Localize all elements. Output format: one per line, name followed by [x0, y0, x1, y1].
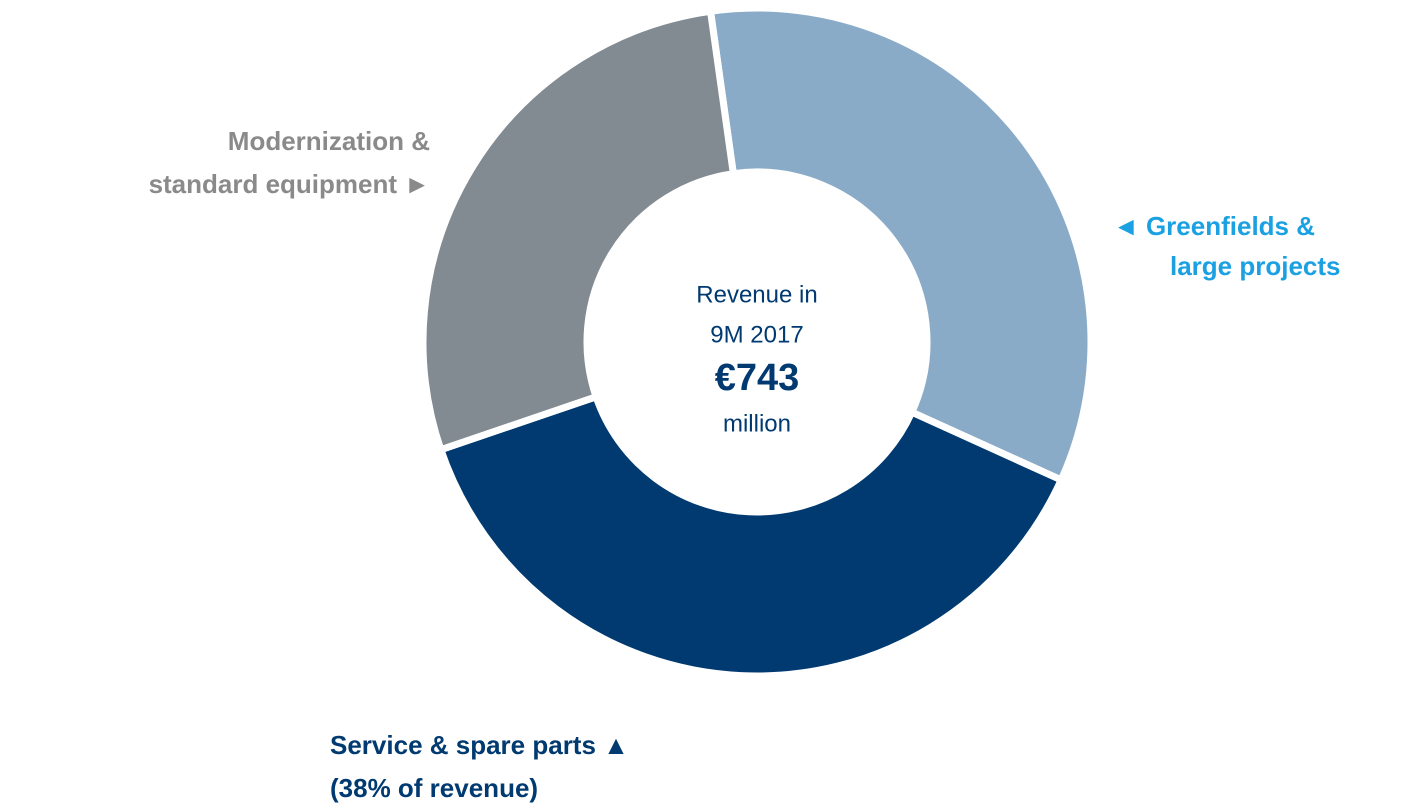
center-text: million [723, 410, 791, 437]
slice [706, 4, 1095, 485]
slice [436, 392, 1066, 680]
center-text: 9M 2017 [710, 321, 803, 348]
slice-label: standard equipment ► [149, 169, 430, 199]
slice [419, 7, 738, 455]
center-text: €743 [715, 357, 800, 399]
slice-label: large projects [1170, 251, 1341, 281]
slice-label: Modernization & [228, 126, 430, 156]
slice-label: Service & spare parts ▲ [330, 730, 629, 760]
center-text: Revenue in [696, 281, 817, 308]
slice-label: ◄ Greenfields & [1113, 211, 1315, 241]
slice-label: (38% of revenue) [330, 773, 538, 803]
